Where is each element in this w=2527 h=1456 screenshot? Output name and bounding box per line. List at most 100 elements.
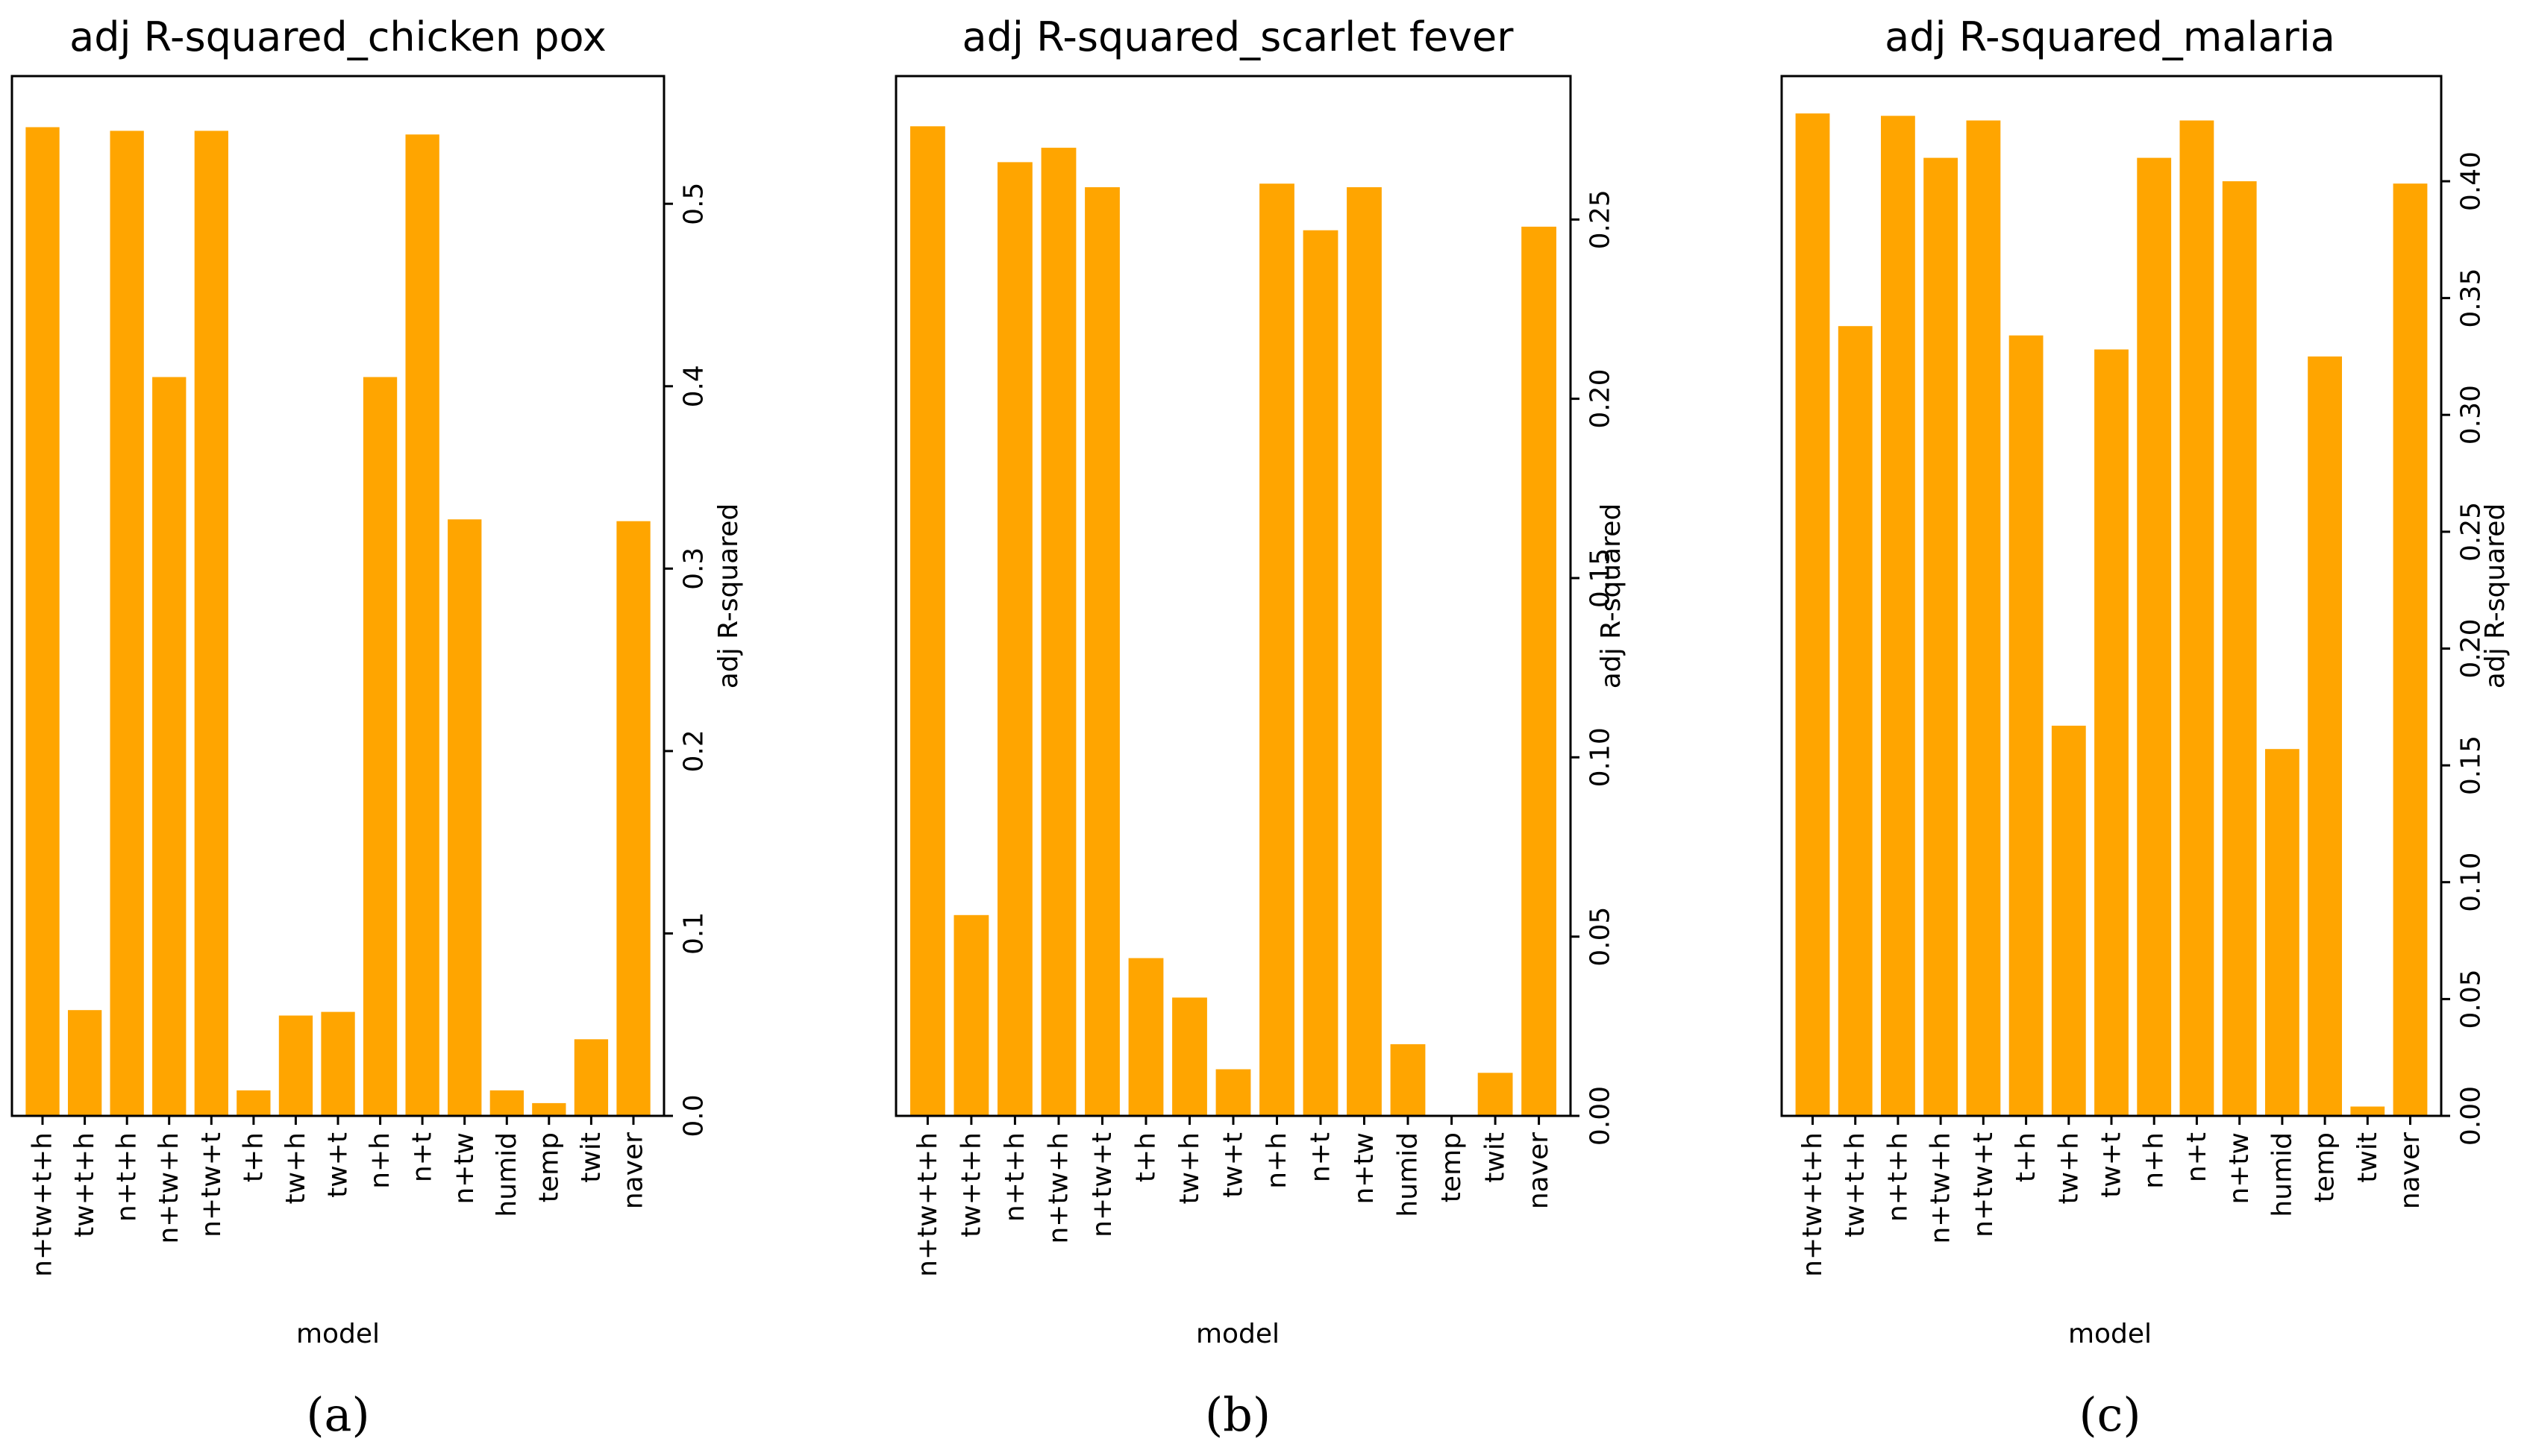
bar-t+h bbox=[2008, 335, 2044, 1117]
x-tick-label: n+tw+h bbox=[1044, 1132, 1074, 1244]
x-tick-label: tw+h bbox=[281, 1132, 311, 1205]
bar-n+tw+t+h bbox=[910, 126, 945, 1116]
x-tick-label: n+tw+t+h bbox=[912, 1132, 943, 1277]
x-tick-label: temp bbox=[1436, 1132, 1467, 1202]
bar-temp bbox=[2308, 356, 2342, 1116]
x-tick-label: twit bbox=[2352, 1132, 2383, 1183]
x-tick-label: naver bbox=[2395, 1132, 2426, 1209]
y-tick-label: 0.05 bbox=[2456, 969, 2487, 1029]
chart-panel-b: adj R-squared_scarlet fever 0.00 0.05 0.10… bbox=[895, 13, 1626, 1442]
y-tick-label: 0.25 bbox=[1585, 189, 1616, 249]
y-tick-label: 0.00 bbox=[2456, 1086, 2487, 1146]
x-tick-label: temp bbox=[2310, 1132, 2340, 1202]
chart-title: adj R-squared_malaria bbox=[1885, 13, 2335, 60]
x-tick-label: n+tw+t bbox=[1087, 1132, 1118, 1237]
chart-title: adj R-squared_scarlet fever bbox=[962, 13, 1515, 60]
bar-n+t+h bbox=[1881, 116, 1915, 1116]
y-tick-label: 0.20 bbox=[1585, 369, 1616, 429]
x-tick-label: t+h bbox=[238, 1132, 269, 1182]
bar-naver bbox=[1521, 226, 1556, 1116]
x-tick-label: tw+h bbox=[2053, 1132, 2084, 1205]
x-axis-ticks: n+tw+t+h tw+t+h n+t+h n+tw+h n+tw+t t+h tw+h tw… bbox=[1797, 1116, 2426, 1277]
x-tick-label: humid bbox=[1393, 1132, 1424, 1217]
chart-panel-c: adj R-squared_malaria 0.00 0.05 0.10 0.15 0.… bbox=[1780, 13, 2511, 1442]
bar-n+t+h bbox=[110, 131, 144, 1116]
x-tick-label: t+h bbox=[2011, 1132, 2041, 1182]
bar-humid bbox=[489, 1090, 524, 1116]
bar-n+tw+h bbox=[1041, 148, 1077, 1117]
bar-twit bbox=[574, 1039, 609, 1116]
x-tick-label: n+tw+t+h bbox=[28, 1132, 58, 1277]
x-tick-label: tw+t+h bbox=[1840, 1132, 1870, 1237]
bar-tw+h bbox=[1172, 997, 1207, 1116]
bar-t+h bbox=[237, 1090, 271, 1116]
bar-t+h bbox=[1128, 958, 1164, 1116]
x-tick-label: twit bbox=[1480, 1132, 1511, 1183]
bar-n+tw+t+h bbox=[1795, 113, 1830, 1117]
x-tick-label: n+t bbox=[1306, 1132, 1336, 1182]
chart-title: adj R-squared_chicken pox bbox=[69, 13, 607, 60]
panel-label: (b) bbox=[1205, 1387, 1271, 1442]
y-tick-label: 0.1 bbox=[679, 912, 710, 955]
bar-naver bbox=[616, 521, 651, 1116]
x-tick-label: n+h bbox=[365, 1132, 395, 1189]
bar-twit bbox=[2350, 1106, 2385, 1116]
bar-humid bbox=[1390, 1044, 1426, 1116]
bar-tw+t+h bbox=[954, 914, 989, 1116]
bar-n+h bbox=[2137, 157, 2172, 1117]
x-axis-label: model bbox=[296, 1319, 380, 1349]
bar-tw+t bbox=[321, 1011, 355, 1116]
bar-n+t bbox=[2179, 120, 2214, 1116]
y-axis-label: adj R-squared bbox=[2480, 503, 2511, 688]
x-tick-label: n+h bbox=[2139, 1132, 2170, 1189]
y-tick-label: 0.5 bbox=[679, 183, 710, 225]
panel-label: (c) bbox=[2079, 1387, 2141, 1442]
bar-n+tw+t bbox=[1966, 120, 2001, 1116]
y-axis-ticks: 0.00 0.05 0.10 0.15 0.20 0.25 0.30 0.35 0.40 bbox=[2441, 151, 2487, 1146]
y-tick-label: 0.10 bbox=[1585, 727, 1616, 787]
x-tick-label: twit bbox=[576, 1132, 607, 1183]
y-tick-label: 0.05 bbox=[1585, 907, 1616, 967]
x-tick-label: humid bbox=[492, 1132, 522, 1217]
x-tick-label: temp bbox=[533, 1132, 564, 1202]
bar-twit bbox=[1477, 1073, 1513, 1116]
y-tick-label: 0.10 bbox=[2456, 853, 2487, 912]
bar-n+tw+t bbox=[1085, 187, 1120, 1116]
bar-n+tw+t+h bbox=[25, 127, 60, 1116]
x-tick-label: humid bbox=[2267, 1132, 2297, 1217]
bar-n+tw+t bbox=[194, 131, 228, 1116]
x-tick-label: n+t+h bbox=[112, 1132, 143, 1222]
x-tick-label: tw+t bbox=[1218, 1132, 1249, 1198]
bar-humid bbox=[2265, 749, 2299, 1116]
x-axis-label: model bbox=[1196, 1319, 1280, 1349]
bar-n+h bbox=[363, 377, 398, 1116]
bar-tw+t+h bbox=[1838, 326, 1873, 1117]
y-tick-label: 0.15 bbox=[2456, 735, 2487, 795]
bar-n+tw bbox=[1347, 187, 1382, 1116]
x-tick-label: n+tw bbox=[449, 1132, 480, 1205]
plot-frame bbox=[10, 75, 666, 1117]
x-tick-label: n+h bbox=[1262, 1132, 1292, 1189]
x-tick-label: tw+h bbox=[1174, 1132, 1205, 1205]
y-tick-label: 0.35 bbox=[2456, 269, 2487, 328]
y-axis-ticks: 0.00 0.05 0.10 0.15 0.20 0.25 bbox=[1571, 189, 1616, 1146]
bar-n+t bbox=[405, 134, 439, 1116]
bar-temp bbox=[532, 1102, 566, 1116]
panel-label: (a) bbox=[306, 1387, 369, 1442]
y-axis-label: adj R-squared bbox=[713, 503, 744, 688]
bar-n+t bbox=[1303, 230, 1338, 1117]
bar-tw+t bbox=[2094, 349, 2129, 1116]
x-tick-label: t+h bbox=[1131, 1132, 1162, 1182]
x-tick-label: n+t bbox=[2182, 1132, 2212, 1182]
x-tick-label: n+t+h bbox=[1000, 1132, 1030, 1222]
plot-frame bbox=[895, 75, 1572, 1117]
x-tick-label: n+tw+t+h bbox=[1797, 1132, 1828, 1277]
bar-tw+t bbox=[1215, 1069, 1251, 1116]
x-axis-label: model bbox=[2068, 1319, 2152, 1349]
x-tick-label: naver bbox=[1524, 1132, 1554, 1209]
chart-panel-a: adj R-squared_chicken pox 0.00.10.20.30.… bbox=[10, 13, 744, 1442]
y-tick-label: 0.40 bbox=[2456, 151, 2487, 211]
bars-group bbox=[25, 127, 651, 1116]
bar-n+tw+h bbox=[152, 377, 187, 1116]
